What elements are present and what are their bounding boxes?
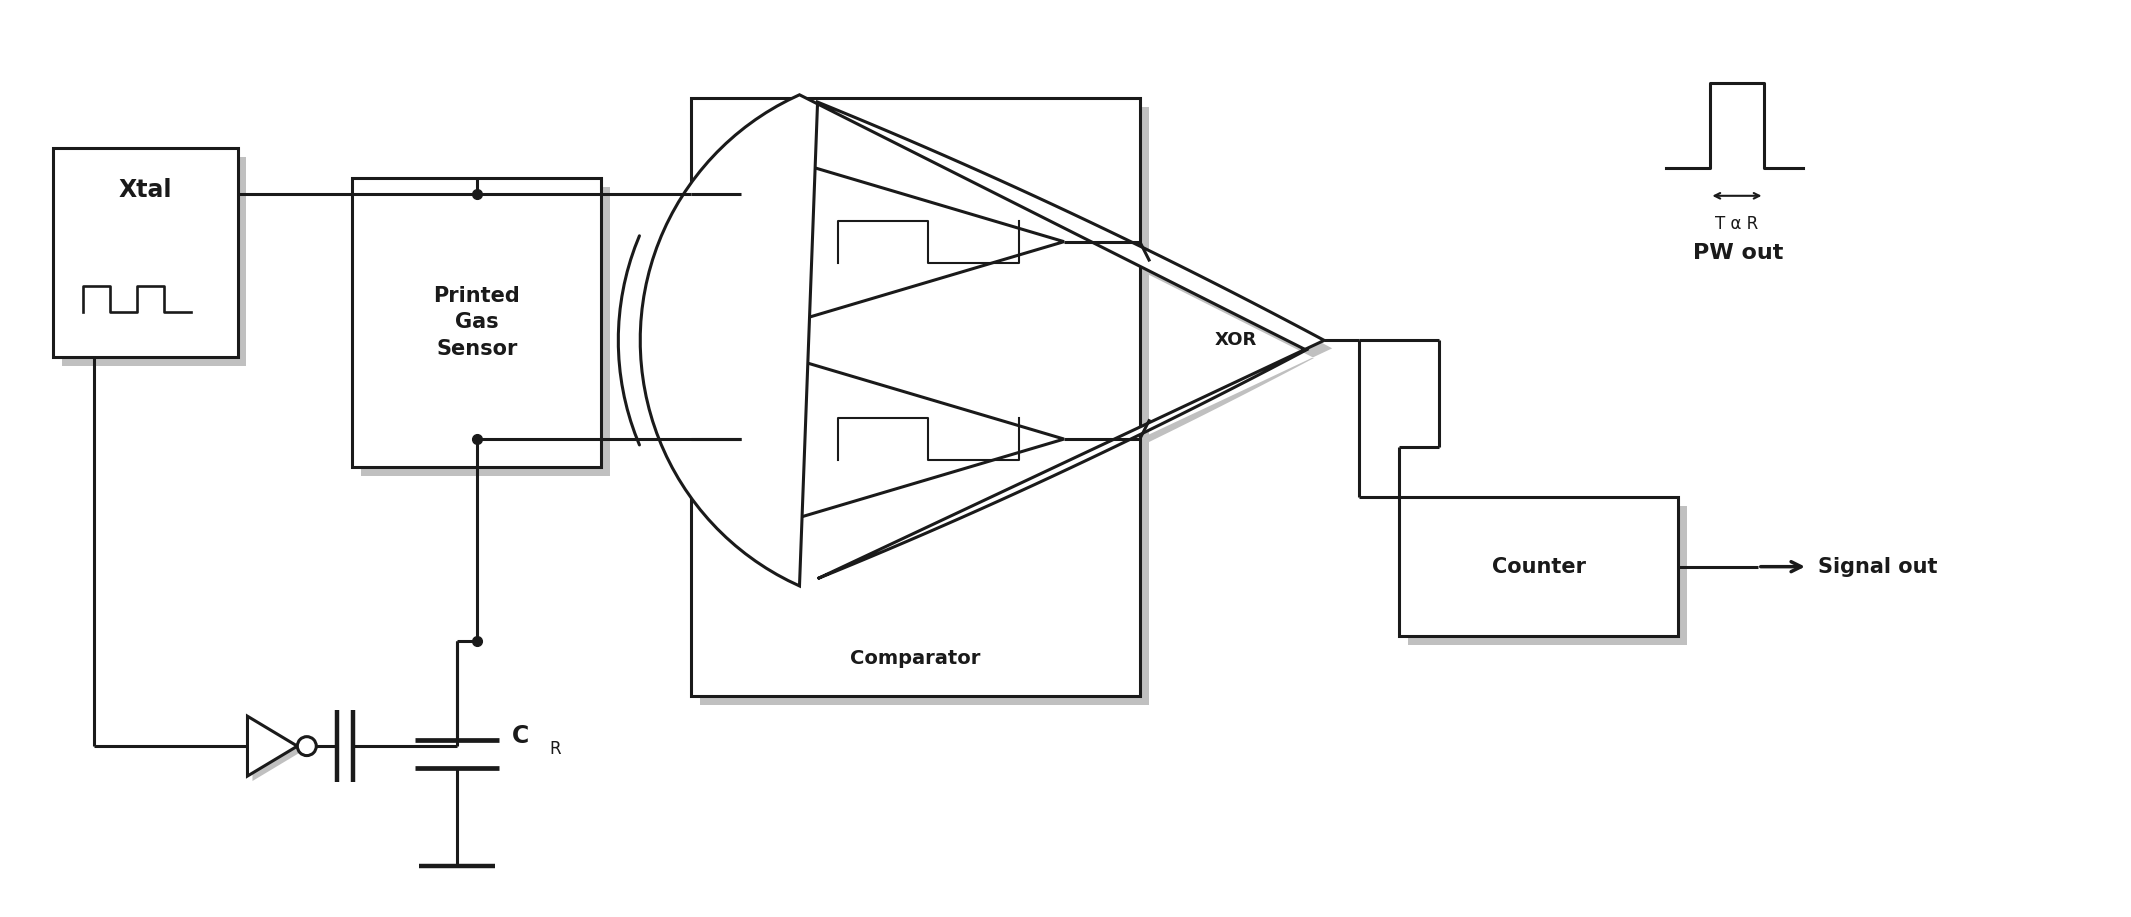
FancyBboxPatch shape [701, 107, 1149, 705]
FancyBboxPatch shape [62, 157, 247, 366]
Polygon shape [648, 103, 1332, 594]
Polygon shape [748, 350, 1072, 542]
Text: XOR: XOR [1215, 331, 1257, 349]
Polygon shape [742, 343, 1063, 535]
FancyBboxPatch shape [690, 98, 1140, 696]
Text: Printed
Gas
Sensor: Printed Gas Sensor [433, 286, 520, 359]
Text: Signal out: Signal out [1818, 557, 1937, 577]
Text: Counter: Counter [1492, 557, 1585, 577]
Circle shape [298, 736, 315, 756]
FancyBboxPatch shape [1409, 506, 1688, 646]
Polygon shape [251, 721, 303, 781]
FancyBboxPatch shape [53, 148, 237, 358]
Text: Comparator: Comparator [850, 649, 980, 668]
Text: T α R: T α R [1715, 215, 1758, 233]
FancyBboxPatch shape [1398, 497, 1677, 636]
Text: PW out: PW out [1692, 243, 1784, 262]
Polygon shape [748, 153, 1072, 345]
Text: C: C [511, 724, 528, 747]
Polygon shape [639, 94, 1323, 586]
Text: R: R [550, 740, 560, 757]
Polygon shape [742, 146, 1063, 337]
FancyBboxPatch shape [352, 178, 601, 467]
Text: Xtal: Xtal [119, 178, 173, 202]
FancyBboxPatch shape [360, 187, 609, 476]
Polygon shape [247, 716, 298, 776]
